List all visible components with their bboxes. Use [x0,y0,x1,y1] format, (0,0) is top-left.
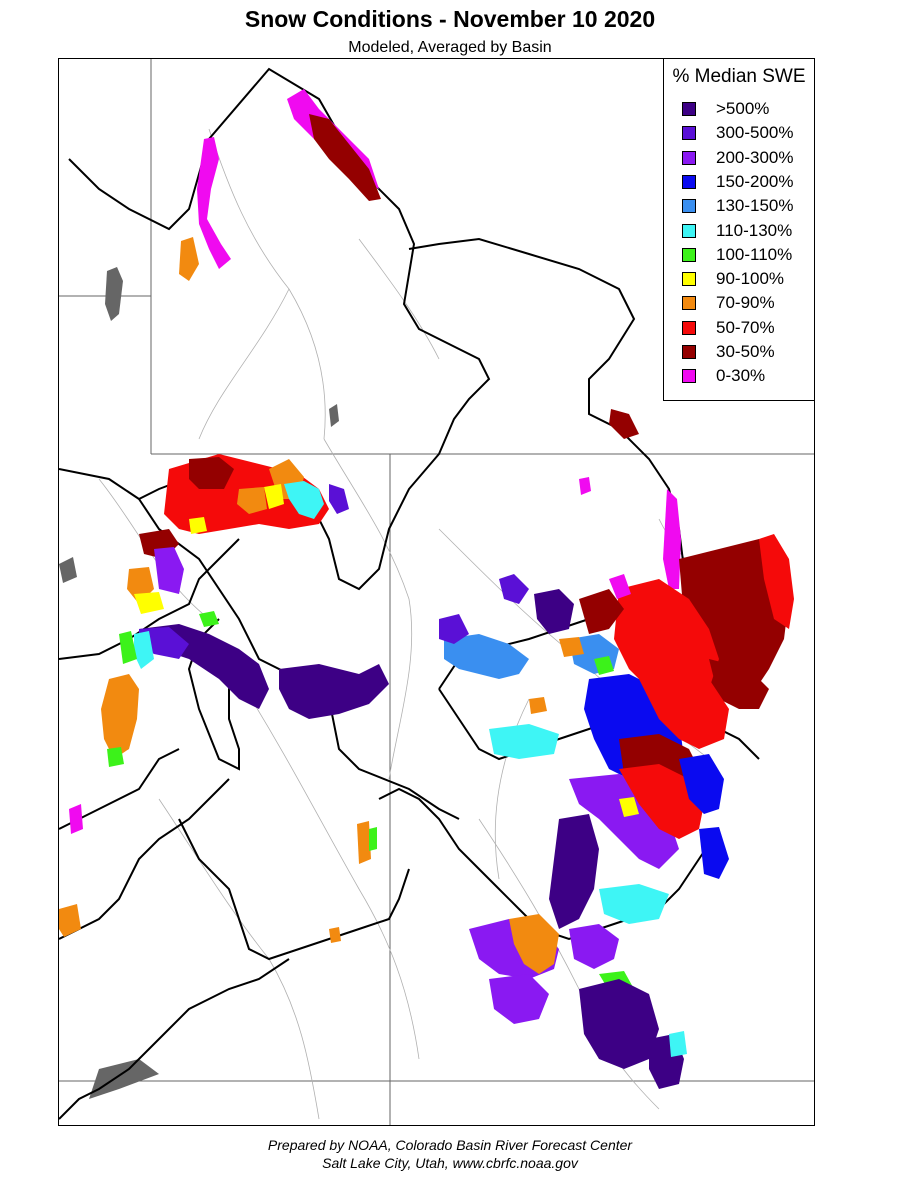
lakes [59,267,339,1099]
legend-swatch [682,223,696,238]
legend-label: 150-200% [716,171,794,191]
footer-credit: Prepared by NOAA, Colorado Basin River F… [267,1137,633,1153]
legend-label: 50-70% [716,317,775,337]
legend-swatch [682,345,696,359]
legend-swatch [682,272,696,287]
legend-swatch [682,150,696,165]
legend-title: % Median SWE [672,66,806,87]
snow-regions [59,89,794,1089]
legend: % Median SWE >500% 300-500% 200-300% 150-20… [663,58,815,401]
legend-swatch [682,369,696,384]
legend-swatch [682,199,696,214]
legend-swatch [682,296,696,311]
legend-label: 30-50% [716,342,775,361]
legend-label: 300-500% [716,123,794,143]
footer-location: Salt Lake City, Utah, www.cbrfc.noaa.gov [322,1155,578,1171]
legend-label: 200-300% [716,147,794,167]
legend-label: 0-30% [716,366,766,386]
map-canvas [59,59,814,1125]
map-subtitle: Modeled, Averaged by Basin [348,39,552,56]
legend-label: 90-100% [716,269,785,289]
legend-swatch [682,247,696,262]
legend-label: >500% [716,99,770,118]
legend-swatch [682,174,696,189]
legend-swatch [682,320,696,335]
legend-label: 70-90% [716,293,775,313]
legend-label: 130-150% [716,196,794,216]
map-title: Snow Conditions - November 10 2020 [244,6,656,32]
legend-swatch [682,102,696,116]
legend-label: 110-130% [716,220,793,240]
legend-swatch [682,126,696,141]
state-boundaries [59,59,814,1125]
legend-label: 100-110% [716,244,793,264]
